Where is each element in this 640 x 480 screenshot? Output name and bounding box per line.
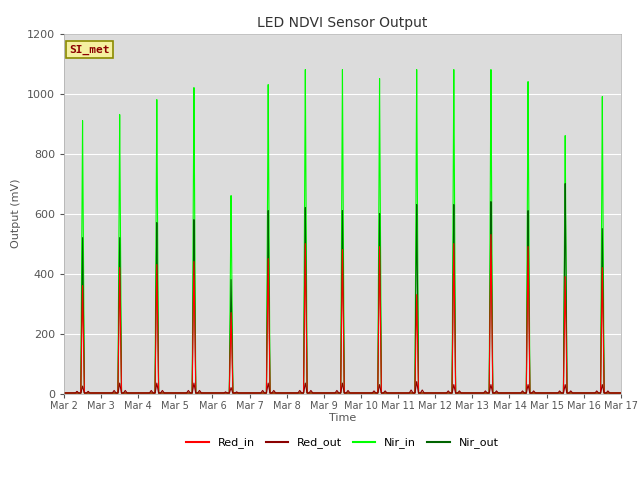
Nir_out [269,390,276,396]
Text: SI_met: SI_met [70,44,110,55]
Nir_in [179,390,187,396]
Y-axis label: Output (mV): Output (mV) [12,179,21,248]
Line: Nir_in: Nir_in [64,70,621,393]
Nir_out [615,390,623,396]
Red_in [487,232,495,238]
Nir_out [60,390,68,396]
Red_out [60,390,68,396]
Red_out [617,390,625,396]
Title: LED NDVI Sensor Output: LED NDVI Sensor Output [257,16,428,30]
Nir_out [419,390,427,396]
Nir_in [617,390,625,396]
Red_out [419,389,427,395]
Nir_out [617,390,625,396]
Red_in [419,390,427,396]
Red_in [179,390,187,396]
Legend: Red_in, Red_out, Nir_in, Nir_out: Red_in, Red_out, Nir_in, Nir_out [182,433,503,453]
Line: Red_out: Red_out [64,382,621,393]
Nir_out [179,390,187,396]
Red_in [615,390,623,396]
Red_out [179,390,187,396]
Red_out [173,390,181,396]
Red_in [617,390,625,396]
Nir_in [269,390,276,396]
Red_in [60,390,68,396]
Nir_in [499,390,506,396]
Nir_out [561,180,569,186]
Line: Red_in: Red_in [64,235,621,393]
Red_in [499,390,506,396]
Nir_out [499,390,506,396]
Red_out [615,390,623,396]
Nir_out [173,390,181,396]
Nir_in [60,390,68,396]
X-axis label: Time: Time [329,413,356,423]
Red_out [499,390,506,396]
Red_in [269,390,276,396]
Nir_in [615,390,623,396]
Line: Nir_out: Nir_out [64,183,621,393]
Red_out [269,389,276,395]
Nir_in [419,390,427,396]
Red_in [173,390,181,396]
Nir_in [173,390,181,396]
Red_out [413,379,420,384]
Nir_in [301,67,309,72]
